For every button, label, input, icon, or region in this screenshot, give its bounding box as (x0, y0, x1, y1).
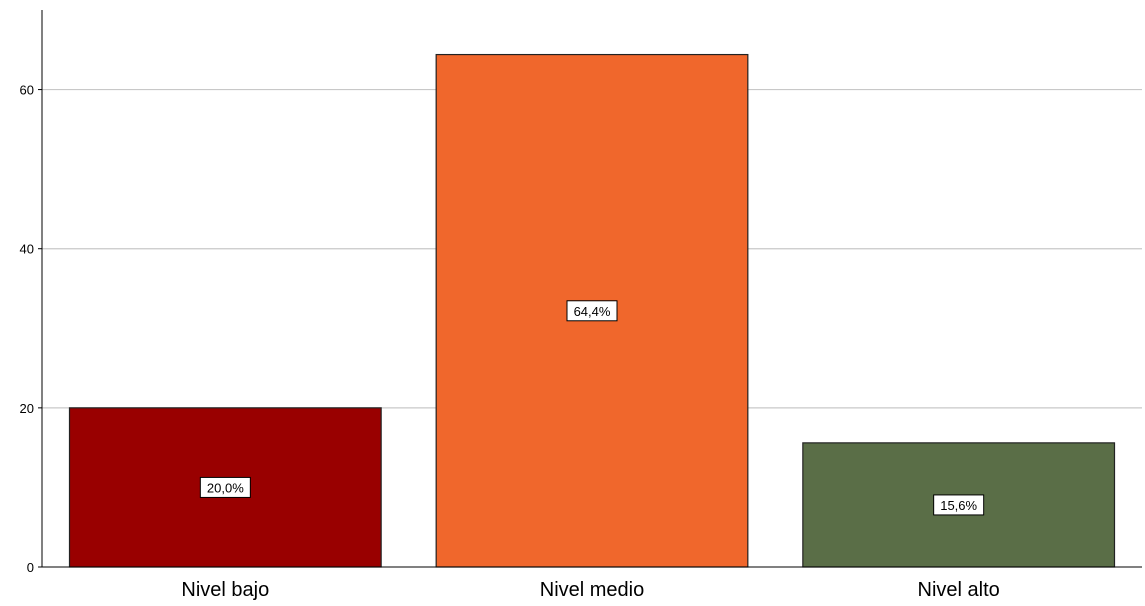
data-label: 64,4% (574, 304, 611, 319)
data-label-box (933, 494, 985, 516)
y-tick-label: 0 (27, 560, 34, 575)
data-label-box (566, 300, 618, 322)
x-category-label: Nivel medio (540, 579, 644, 601)
x-category-label: Nivel bajo (181, 579, 269, 601)
labels: 0 20 40 60 Nivel bajo 20,0% Nivel medio 64,4% Ni… (20, 83, 1000, 601)
axes (38, 10, 1142, 568)
x-category-label: Nivel alto (918, 579, 1000, 601)
data-label: 20,0% (207, 480, 244, 495)
y-tick-label: 20 (20, 401, 34, 416)
data-label-box (199, 476, 251, 498)
data-label: 15,6% (940, 498, 977, 513)
y-tick-label: 60 (20, 83, 34, 98)
y-tick-label: 40 (20, 242, 34, 257)
